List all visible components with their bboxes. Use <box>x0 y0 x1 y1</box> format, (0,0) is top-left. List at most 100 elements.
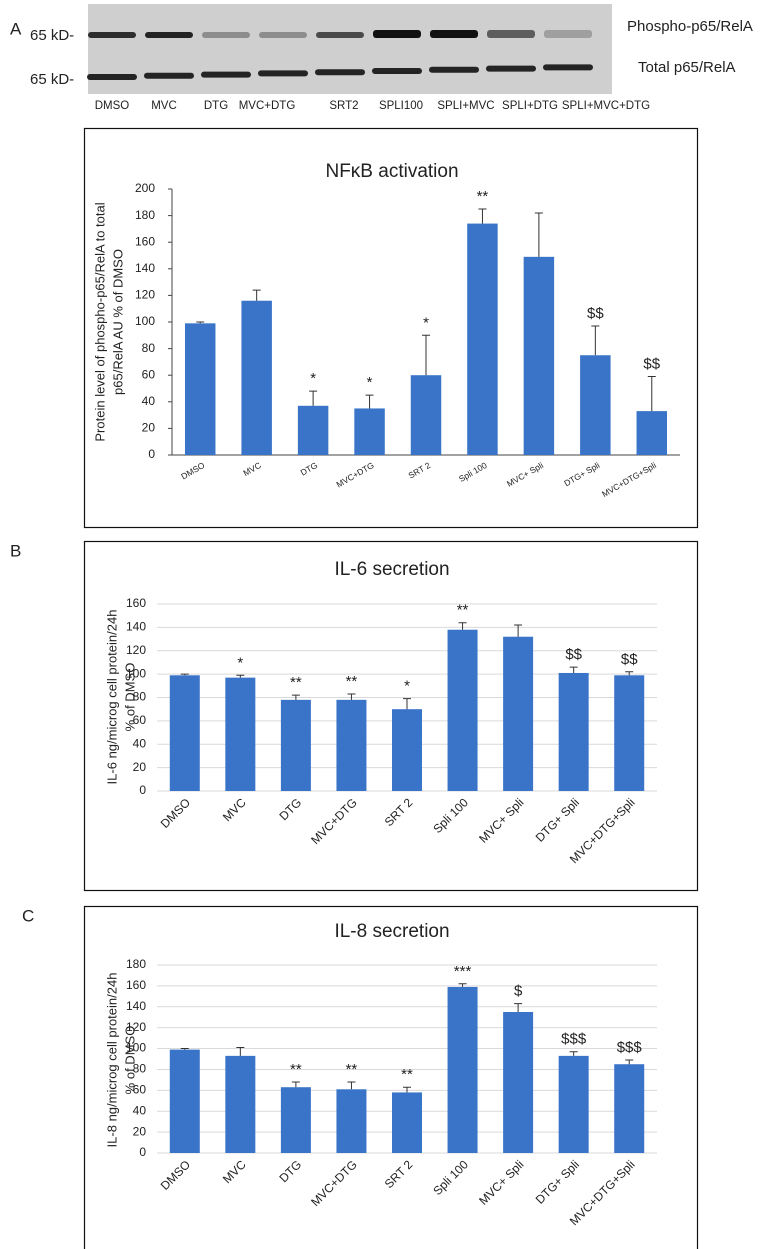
significance-label: ** <box>290 674 302 691</box>
y-tick-label: 140 <box>135 261 155 275</box>
bar <box>503 1012 533 1153</box>
chart-title: NFκB activation <box>325 161 458 182</box>
significance-label: ** <box>290 1061 302 1078</box>
blot-band <box>144 73 194 79</box>
blot-band <box>259 32 307 38</box>
y-tick-label: 160 <box>126 978 146 992</box>
bar <box>614 675 644 791</box>
y-tick-label: 60 <box>142 367 156 381</box>
significance-label: ** <box>346 673 358 690</box>
panel-label: A <box>10 19 22 38</box>
significance-label: * <box>404 678 410 695</box>
panel-label: C <box>22 906 34 925</box>
significance-label: * <box>237 654 243 671</box>
y-tick-label: 20 <box>133 760 147 774</box>
significance-label: $$ <box>565 646 582 663</box>
figure: A B C 65 kD- 65 kD- Phospho-p65/RelA Tot… <box>0 0 783 1249</box>
y-tick-label: 100 <box>126 666 146 680</box>
significance-label: ** <box>401 1066 413 1083</box>
bar <box>336 700 366 791</box>
bar <box>392 1092 422 1153</box>
blot-band <box>201 72 251 78</box>
y-tick-label: 120 <box>126 1020 146 1034</box>
y-tick-label: 60 <box>133 1083 147 1097</box>
y-axis-label: IL-6 ng/microg cell protein/24h <box>104 610 119 785</box>
y-tick-label: 80 <box>133 1062 147 1076</box>
bar <box>281 1087 311 1153</box>
panel-label: B <box>10 541 21 560</box>
lane-label: MVC <box>151 100 177 112</box>
significance-label: ** <box>346 1061 358 1078</box>
bar <box>637 411 667 455</box>
row-label: Phospho-p65/RelA <box>627 18 753 35</box>
bar <box>170 675 200 791</box>
blot-image <box>88 4 612 94</box>
blot-band <box>87 74 137 80</box>
significance-label: $$$ <box>617 1039 643 1056</box>
significance-label: $$$ <box>561 1031 587 1048</box>
blot-band <box>315 69 365 75</box>
bar <box>225 1056 255 1153</box>
significance-label: ** <box>477 188 489 205</box>
lane-label: SPLI+MVC+DTG <box>562 100 650 112</box>
bar <box>503 637 533 791</box>
y-tick-label: 40 <box>142 394 156 408</box>
blot-band <box>145 32 193 38</box>
y-tick-label: 0 <box>139 1145 146 1159</box>
bar <box>467 224 497 455</box>
blot-band <box>373 30 421 38</box>
panel-box <box>85 129 698 528</box>
significance-label: $$ <box>643 355 660 372</box>
y-tick-label: 140 <box>126 620 146 634</box>
bar <box>170 1050 200 1153</box>
bar <box>336 1089 366 1153</box>
bar <box>392 709 422 791</box>
bar <box>411 375 441 455</box>
significance-label: $$ <box>621 651 638 668</box>
y-tick-label: 120 <box>135 288 155 302</box>
y-tick-label: 180 <box>126 957 146 971</box>
blot-band <box>544 30 592 38</box>
bar <box>524 257 554 455</box>
blot-band <box>486 66 536 72</box>
bar <box>448 630 478 791</box>
blot-band <box>258 70 308 76</box>
y-tick-label: 140 <box>126 999 146 1013</box>
bar <box>185 323 215 455</box>
blot-band <box>316 32 364 38</box>
y-tick-label: 160 <box>126 596 146 610</box>
significance-label: ** <box>457 602 469 619</box>
lane-label: SPLI+DTG <box>502 100 558 112</box>
row-label: Total p65/RelA <box>638 59 736 76</box>
blot-band <box>487 30 535 38</box>
significance-label: * <box>367 374 373 391</box>
significance-label: * <box>310 370 316 387</box>
significance-label: $$ <box>587 305 604 322</box>
y-axis-label: p65/RelA AU % of DMSO <box>110 249 125 395</box>
blot-band <box>429 67 479 73</box>
bar <box>241 301 271 455</box>
bar <box>580 355 610 455</box>
bar <box>225 678 255 791</box>
chart-title: IL-6 secretion <box>334 559 449 580</box>
lane-label: DTG <box>204 100 228 112</box>
bar <box>614 1064 644 1153</box>
y-tick-label: 40 <box>133 736 147 750</box>
bar <box>559 1056 589 1153</box>
y-tick-label: 20 <box>142 421 156 435</box>
y-tick-label: 100 <box>126 1041 146 1055</box>
lane-label: SPLI+MVC <box>437 100 494 112</box>
lane-label: SPLI100 <box>379 100 423 112</box>
blot-band <box>543 64 593 70</box>
lane-label: SRT2 <box>329 100 358 112</box>
bar <box>559 673 589 791</box>
significance-label: * <box>423 314 429 331</box>
y-tick-label: 0 <box>148 447 155 461</box>
significance-label: *** <box>454 963 472 980</box>
chart-title: IL-8 secretion <box>334 921 449 942</box>
y-tick-label: 200 <box>135 181 155 195</box>
bar <box>281 700 311 791</box>
y-tick-label: 20 <box>133 1124 147 1138</box>
y-tick-label: 40 <box>133 1103 147 1117</box>
y-tick-label: 180 <box>135 208 155 222</box>
